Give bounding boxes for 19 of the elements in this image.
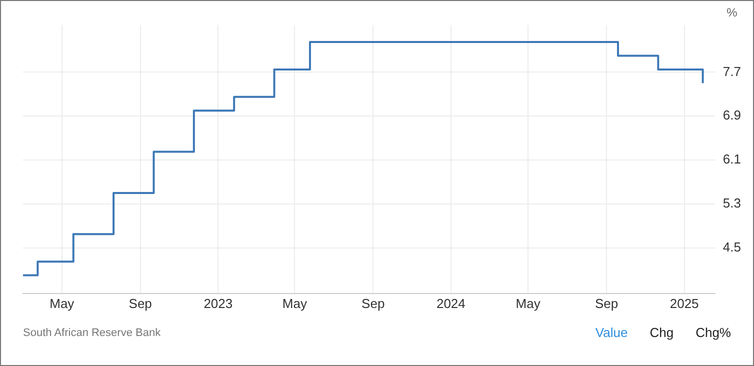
x-tick-label: 2025 (670, 296, 699, 311)
y-tick-label: 4.5 (722, 239, 742, 254)
x-tick-label: Sep (594, 296, 618, 311)
x-tick-label: Sep (362, 296, 385, 311)
y-tick-label: 6.1 (722, 152, 742, 167)
text: Value (595, 325, 628, 340)
x-tick-label: 2024 (436, 296, 466, 311)
x-tick-label: May (516, 296, 541, 311)
y-tick-label: 7.7 (722, 64, 742, 79)
y-tick-label: 5.3 (722, 196, 742, 211)
text: Chg (650, 325, 674, 340)
text: South African Reserve Bank (23, 327, 161, 339)
text: Chg% (696, 325, 731, 340)
x-tick-label: Sep (128, 296, 152, 311)
y-tick-label: 6.9 (722, 108, 742, 123)
y-axis-title: % (726, 5, 738, 20)
x-tick-label: 2023 (204, 296, 233, 311)
x-tick-label: May (50, 296, 75, 311)
x-tick-label: May (282, 296, 308, 311)
